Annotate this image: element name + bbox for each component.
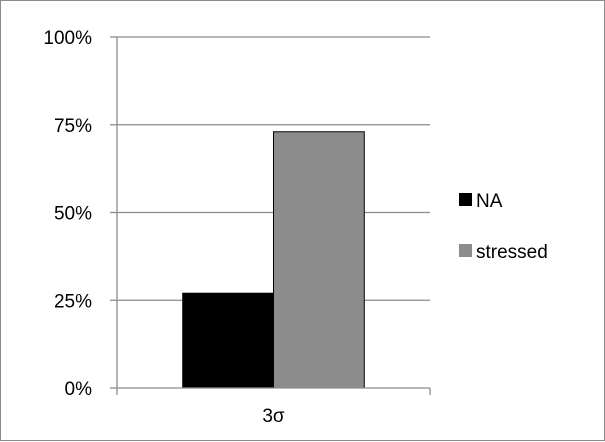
bars — [182, 131, 365, 389]
y-tick-label: 0% — [65, 379, 93, 400]
legend-label: stressed — [476, 242, 548, 263]
bar-na — [182, 292, 274, 389]
y-tick-label: 50% — [54, 204, 92, 225]
x-tick-label: 3σ — [262, 406, 285, 427]
y-tick-label: 75% — [54, 116, 92, 137]
axes — [110, 36, 431, 395]
legend-swatch-stressed — [459, 244, 472, 257]
bar-stressed — [273, 131, 365, 389]
x-axis-tick-labels: 3σ — [262, 406, 285, 427]
y-axis-tick-labels: 0% 25% 50% 75% 100% — [43, 28, 92, 400]
y-tick-label: 25% — [54, 291, 92, 312]
legend: NA stressed — [459, 191, 548, 263]
y-tick-label: 100% — [43, 28, 92, 49]
legend-swatch-na — [459, 193, 472, 206]
legend-label: NA — [476, 191, 503, 212]
